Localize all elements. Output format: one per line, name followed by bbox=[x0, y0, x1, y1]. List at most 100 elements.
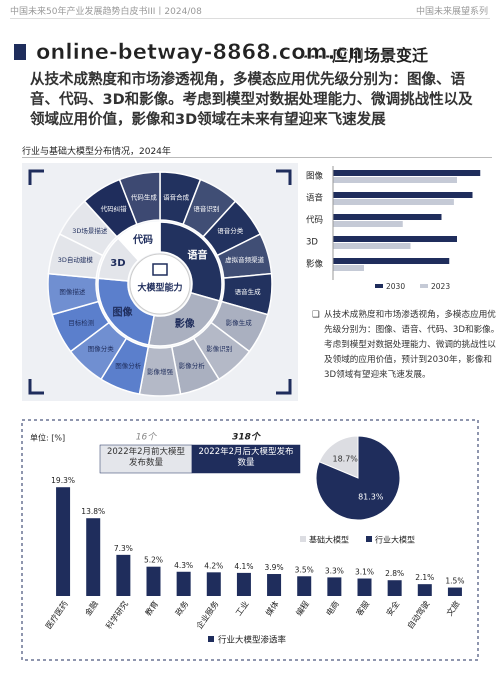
legend-swatch bbox=[420, 284, 428, 288]
title-mark bbox=[14, 44, 26, 60]
center-icon bbox=[152, 263, 168, 276]
release-label-box: 2022年2月前大模型发布数量 bbox=[106, 447, 186, 468]
item-label: 目标检测 bbox=[68, 318, 95, 327]
x-tick-label: 政务 bbox=[173, 599, 190, 618]
group-label: 代码 bbox=[132, 233, 153, 246]
bar bbox=[333, 177, 457, 183]
bar bbox=[333, 265, 364, 271]
x-tick-label: 文旅 bbox=[444, 599, 461, 618]
x-tick-label: 编程 bbox=[294, 599, 311, 618]
x-tick-label: 安全 bbox=[384, 599, 401, 618]
watermark: online-betway-8868.com.cn bbox=[36, 40, 363, 65]
group-label: 图像 bbox=[112, 305, 133, 318]
bar bbox=[417, 584, 432, 596]
value-label: 3.1% bbox=[355, 568, 374, 577]
legend-label: 2030 bbox=[386, 282, 405, 291]
pie-label: 81.3% bbox=[358, 493, 384, 502]
item-label: 虚拟音频渠道 bbox=[225, 255, 265, 264]
group-label: 影像 bbox=[175, 317, 196, 330]
release-box bbox=[99, 444, 193, 474]
x-tick-label: 工业 bbox=[233, 599, 250, 618]
panel-corners bbox=[28, 169, 292, 395]
bar bbox=[333, 236, 457, 242]
value-label: 3.9% bbox=[265, 563, 284, 572]
item-label: 语音分类 bbox=[217, 226, 244, 235]
item-label: 影像识别 bbox=[206, 344, 232, 353]
pie-slice bbox=[318, 435, 359, 479]
item-label: 语音生成 bbox=[235, 287, 262, 296]
value-label: 2.1% bbox=[415, 573, 434, 582]
value-label: 2.8% bbox=[385, 569, 404, 578]
release-label-box: 2022年2月后大模型发布数量 bbox=[198, 447, 293, 468]
release-count: 16个 bbox=[136, 432, 157, 443]
value-label: 3.5% bbox=[295, 565, 314, 574]
bar bbox=[333, 243, 411, 249]
x-tick-label: 科学研究 bbox=[103, 599, 130, 631]
bar bbox=[447, 587, 462, 596]
unit-label: 单位: [%] bbox=[30, 433, 65, 443]
bar bbox=[116, 554, 131, 596]
bar bbox=[267, 574, 282, 596]
bottom-panel bbox=[21, 419, 479, 661]
bar bbox=[176, 571, 191, 596]
x-tick-label: 医疗医药 bbox=[43, 599, 70, 631]
bar bbox=[236, 572, 251, 596]
item-label: 代码纠错 bbox=[101, 204, 128, 213]
pie-label: 18.7% bbox=[332, 454, 358, 463]
release-count: 318个 bbox=[232, 432, 262, 443]
group-label: 语音 bbox=[188, 249, 208, 262]
bar bbox=[86, 518, 101, 596]
y-tick-label: 图像 bbox=[306, 171, 324, 182]
bar bbox=[333, 214, 442, 220]
bar bbox=[56, 487, 71, 596]
y-tick-label: 3D bbox=[306, 238, 318, 248]
center-circle bbox=[129, 253, 191, 315]
item-label: 语音识别 bbox=[193, 204, 219, 213]
value-label: 19.3% bbox=[51, 476, 75, 485]
value-label: 4.3% bbox=[174, 561, 193, 570]
item-label: 3D场景描述 bbox=[72, 226, 108, 235]
x-tick-label: 金融 bbox=[83, 599, 100, 618]
bar bbox=[357, 578, 372, 596]
note-text: 从技术成熟度和市场渗透视角，多模态应用优先级分别为：图像、语音、代码、3D和影像… bbox=[324, 310, 500, 380]
value-label: 5.2% bbox=[144, 556, 163, 565]
legend-swatch bbox=[375, 284, 383, 288]
note: ❑ 从技术成熟度和市场渗透视角，多模态应用优先级分别为：图像、语音、代码、3D和影… bbox=[312, 308, 500, 383]
section-rule bbox=[22, 157, 492, 158]
bar bbox=[297, 576, 312, 596]
bar bbox=[327, 577, 342, 596]
legend-swatch bbox=[366, 536, 372, 542]
value-label: 4.2% bbox=[204, 561, 223, 570]
legend-label: 行业大模型 bbox=[375, 535, 415, 545]
value-label: 4.1% bbox=[234, 562, 253, 571]
pie-slice bbox=[315, 435, 401, 521]
x-tick-label: 电商 bbox=[324, 599, 341, 618]
legend-label: 行业大模型渗透率 bbox=[218, 635, 287, 646]
bar bbox=[206, 572, 221, 596]
item-segment bbox=[118, 171, 161, 226]
subtitle: 从技术成熟度和市场渗透视角，多模态应用优先级分别为：图像、语音、代码、3D和影像… bbox=[30, 72, 473, 128]
x-tick-label: 自动驾驶 bbox=[405, 599, 432, 631]
y-tick-label: 代码 bbox=[306, 215, 323, 226]
release-label: 2022年2月前大模型发布数量 bbox=[106, 447, 186, 468]
x-tick-label: 企业服务 bbox=[194, 599, 221, 631]
section-label: 行业与基础大模型分布情况，2024年 bbox=[22, 147, 171, 157]
item-label: 语音合成 bbox=[163, 192, 190, 201]
legend-swatch bbox=[208, 636, 214, 642]
bar bbox=[146, 566, 161, 596]
bar bbox=[333, 170, 481, 176]
item-label: 图像分析 bbox=[115, 361, 142, 370]
value-label: 13.8% bbox=[81, 507, 105, 516]
group-segment bbox=[159, 221, 223, 302]
item-label: 影像生成 bbox=[226, 318, 253, 327]
item-label: 影像分析 bbox=[179, 361, 206, 370]
bar bbox=[333, 199, 454, 205]
header-left: 中国未来50年产业发展趋势白皮书III丨2024/08 bbox=[10, 7, 202, 17]
item-label: 图像描述 bbox=[59, 287, 86, 296]
value-label: 1.5% bbox=[445, 577, 464, 586]
legend-label: 基础大模型 bbox=[309, 535, 349, 545]
x-tick-label: 教育 bbox=[143, 599, 160, 618]
title: ——应用场景变迁 bbox=[300, 46, 429, 65]
value-label: 3.3% bbox=[325, 566, 344, 575]
